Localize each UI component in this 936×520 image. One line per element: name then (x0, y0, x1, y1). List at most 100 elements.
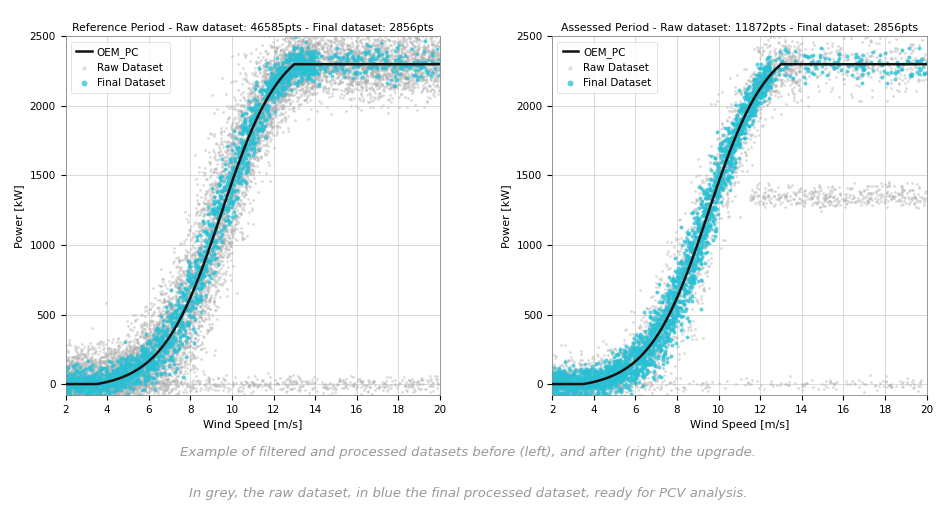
Raw Dataset (230, 206, 245, 214)
Raw Dataset (243, 132, 258, 140)
Raw Dataset (726, 101, 741, 110)
Final Dataset (614, 385, 629, 393)
Final Dataset (856, 65, 871, 73)
Final Dataset (166, 318, 181, 326)
Raw Dataset (98, 382, 113, 391)
Final Dataset (742, 94, 757, 102)
Raw Dataset (289, 60, 304, 69)
Raw Dataset (300, 30, 314, 38)
Raw Dataset (683, 332, 698, 340)
Raw Dataset (117, 384, 132, 393)
Raw Dataset (790, 67, 805, 75)
Raw Dataset (615, 381, 630, 389)
Raw Dataset (328, 60, 343, 69)
Raw Dataset (221, 159, 236, 167)
Raw Dataset (331, 68, 346, 76)
Final Dataset (101, 357, 116, 365)
Final Dataset (168, 368, 183, 376)
Raw Dataset (186, 323, 201, 332)
Raw Dataset (366, 63, 381, 71)
Raw Dataset (711, 126, 726, 135)
Raw Dataset (223, 241, 238, 250)
Raw Dataset (274, 58, 289, 66)
Raw Dataset (713, 214, 728, 222)
Final Dataset (592, 383, 607, 392)
Raw Dataset (373, 64, 388, 72)
Final Dataset (662, 302, 677, 310)
Final Dataset (177, 285, 192, 293)
Raw Dataset (172, 275, 187, 283)
Raw Dataset (112, 358, 127, 367)
Raw Dataset (607, 366, 622, 374)
Raw Dataset (818, 50, 833, 58)
Raw Dataset (362, 57, 377, 65)
Final Dataset (157, 331, 172, 339)
Raw Dataset (276, 80, 291, 88)
Raw Dataset (259, 50, 274, 58)
Raw Dataset (355, 92, 370, 100)
Raw Dataset (212, 194, 227, 203)
Final Dataset (168, 301, 183, 309)
Raw Dataset (58, 367, 73, 375)
Raw Dataset (635, 364, 650, 372)
Raw Dataset (411, 384, 426, 393)
Raw Dataset (861, 189, 876, 197)
Raw Dataset (797, 382, 812, 391)
Raw Dataset (184, 298, 199, 307)
Raw Dataset (94, 396, 109, 404)
Final Dataset (71, 375, 86, 383)
Raw Dataset (400, 386, 415, 395)
Raw Dataset (577, 392, 592, 400)
Raw Dataset (391, 64, 406, 73)
Raw Dataset (423, 76, 438, 84)
Final Dataset (702, 186, 717, 194)
Raw Dataset (101, 382, 116, 391)
Raw Dataset (96, 372, 111, 381)
Raw Dataset (212, 173, 227, 181)
Raw Dataset (410, 80, 425, 88)
Raw Dataset (110, 386, 125, 394)
Raw Dataset (88, 368, 103, 376)
Final Dataset (101, 387, 116, 396)
Raw Dataset (562, 375, 577, 383)
Raw Dataset (237, 191, 252, 199)
Raw Dataset (651, 349, 666, 358)
Raw Dataset (257, 105, 272, 113)
Final Dataset (234, 135, 249, 143)
Raw Dataset (74, 355, 89, 363)
Raw Dataset (134, 371, 149, 380)
Raw Dataset (204, 254, 219, 263)
Raw Dataset (548, 371, 563, 380)
Raw Dataset (421, 53, 436, 61)
Raw Dataset (193, 204, 208, 213)
Raw Dataset (348, 70, 363, 78)
Raw Dataset (251, 114, 266, 123)
Raw Dataset (99, 409, 114, 418)
Raw Dataset (106, 378, 121, 386)
Final Dataset (152, 356, 167, 365)
Final Dataset (774, 57, 789, 65)
Raw Dataset (613, 400, 628, 408)
Raw Dataset (303, 47, 318, 55)
Raw Dataset (362, 377, 377, 385)
Final Dataset (570, 382, 585, 390)
Raw Dataset (192, 289, 207, 297)
Raw Dataset (125, 344, 140, 352)
Raw Dataset (585, 365, 600, 373)
Raw Dataset (60, 385, 75, 393)
Raw Dataset (765, 112, 780, 121)
Raw Dataset (172, 342, 187, 350)
Raw Dataset (88, 347, 103, 356)
Raw Dataset (808, 198, 823, 206)
Final Dataset (211, 206, 226, 215)
Raw Dataset (285, 16, 300, 24)
Final Dataset (659, 303, 674, 311)
Raw Dataset (59, 381, 74, 389)
Raw Dataset (158, 401, 173, 410)
Raw Dataset (300, 55, 315, 63)
Final Dataset (251, 100, 266, 109)
Raw Dataset (293, 100, 308, 108)
Raw Dataset (125, 342, 140, 350)
Raw Dataset (264, 95, 279, 103)
Raw Dataset (225, 170, 240, 178)
